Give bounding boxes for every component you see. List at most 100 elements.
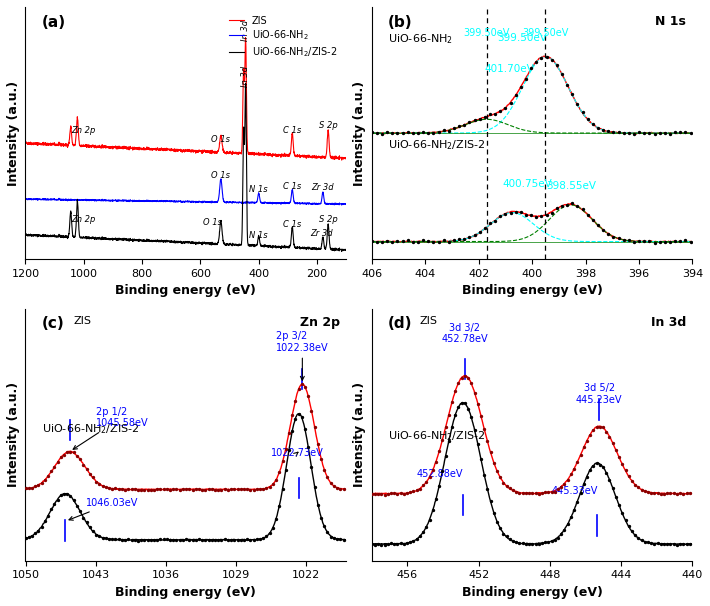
Text: 399.50eV: 399.50eV [497,33,547,44]
UiO-66-NH$_2$ [21,195,30,202]
Text: Zn 2p: Zn 2p [300,316,340,329]
Point [449,386,461,396]
Point [430,457,442,467]
Point [235,484,246,494]
Point [36,478,48,488]
Point [203,535,214,545]
Point [68,495,80,505]
Point [187,535,198,545]
Point [271,475,282,485]
Point [427,128,439,138]
Point [427,237,439,247]
Text: ZIS: ZIS [420,316,438,326]
Point [525,210,537,219]
Point [373,489,384,499]
Point [552,533,564,542]
Point [229,484,240,494]
Point [26,531,38,541]
Point [248,535,259,545]
Point [193,534,204,544]
Point [581,436,593,446]
Point [398,489,410,499]
Point [658,489,670,499]
Point [81,518,92,527]
Point [371,128,383,138]
Point [119,485,131,494]
Text: (b): (b) [388,15,413,30]
Point [293,409,305,419]
Point [392,539,403,549]
Point [81,464,92,473]
Point [84,468,95,478]
Point [369,540,381,550]
Point [592,221,604,230]
Point [638,128,650,138]
Point [677,489,689,499]
Point [438,125,449,135]
Point [662,488,673,498]
Point [639,538,650,547]
Point [136,535,147,545]
UiO-66-NH$_2$/ZIS-2 [169,238,178,245]
Text: Zr 3d: Zr 3d [310,229,333,238]
Point [674,236,686,246]
Point [510,90,521,100]
Point [29,528,40,538]
Point [200,535,211,545]
Point [434,481,445,490]
Point [113,534,124,544]
Point [258,484,269,494]
Point [479,470,490,479]
Y-axis label: Intensity (a.u.): Intensity (a.u.) [353,81,366,185]
X-axis label: Binding energy (eV): Binding energy (eV) [116,586,256,599]
Point [43,511,54,521]
Point [261,531,272,541]
Point [174,485,185,494]
Point [489,110,501,119]
Point [491,467,503,476]
Point [623,128,635,138]
Point [65,491,76,501]
Text: S 2p: S 2p [319,216,337,224]
Point [670,127,681,137]
Point [392,488,403,498]
Point [523,488,535,498]
UiO-66-NH$_2$/ZIS-2 [178,238,186,245]
Point [454,235,465,244]
Point [302,391,314,401]
Point [366,539,378,549]
Point [670,236,681,245]
Point [68,447,80,457]
Point [565,512,577,522]
Point [62,447,73,456]
Point [180,534,192,544]
Point [397,236,408,246]
Point [527,488,538,498]
Point [251,484,263,494]
Point [424,472,435,482]
Point [398,539,410,549]
Point [366,127,378,137]
Point [643,487,654,496]
Point [392,236,403,246]
Y-axis label: Intensity (a.u.): Intensity (a.u.) [7,81,20,185]
Point [603,127,614,136]
Text: 400.75eV: 400.75eV [503,179,552,188]
Point [567,89,578,99]
Point [469,115,480,125]
Point [142,535,153,545]
Point [300,424,311,434]
Point [293,385,305,395]
Text: Zr 3d: Zr 3d [312,184,334,192]
Point [536,211,547,221]
Point [488,508,499,518]
Point [168,534,179,544]
Point [43,471,54,481]
UiO-66-NH$_2$/ZIS-2 [337,248,346,255]
Point [514,488,525,498]
Point [644,128,655,138]
UiO-66-NH$_2$/ZIS-2 [274,243,283,250]
Point [277,457,288,467]
Point [577,204,588,214]
Point [312,500,324,510]
